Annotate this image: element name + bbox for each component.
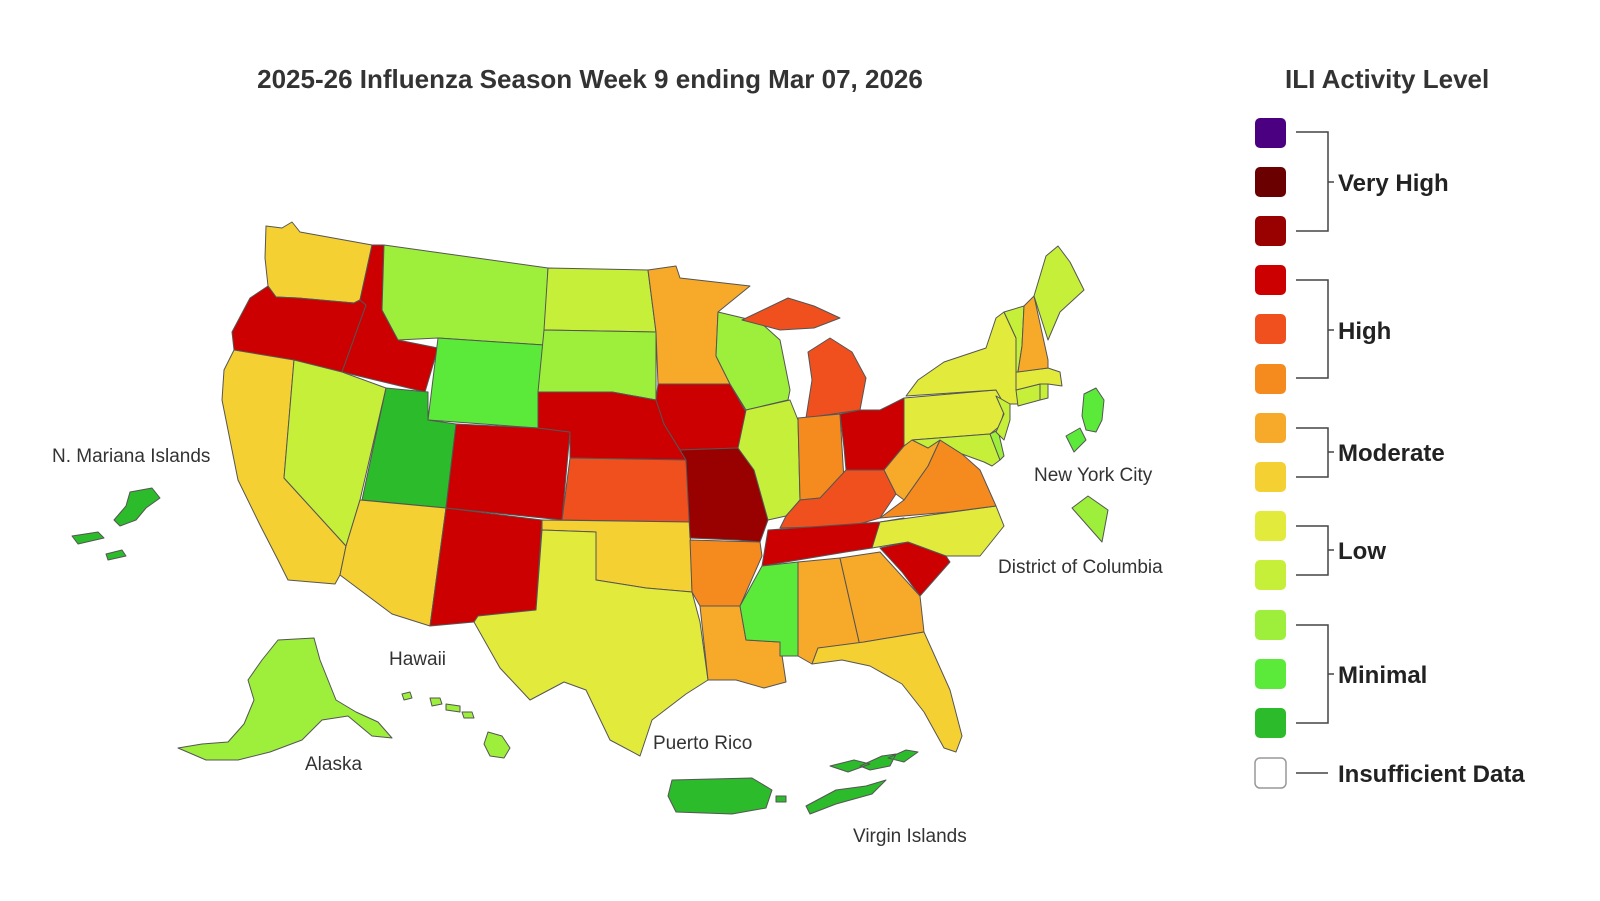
legend-label-minimal: Minimal [1338,662,1427,689]
label-n-mariana-islands: N. Mariana Islands [52,446,210,467]
legend-swatch [1255,167,1286,197]
bracket-low [1296,525,1329,576]
state-delaware[interactable] [989,429,1005,461]
state-maine[interactable] [1033,245,1085,341]
bracket-high [1296,279,1329,379]
legend-swatch [1255,265,1286,295]
bracket-minimal [1296,624,1329,724]
region-puerto-rico[interactable] [667,777,787,815]
region-virgin-islands[interactable] [805,749,919,815]
us-map: N. Mariana Islands Hawaii Alaska Puerto … [52,221,1163,847]
legend-label-moderate: Moderate [1338,440,1445,467]
state-michigan[interactable] [805,337,867,419]
label-new-york-city: New York City [1034,465,1153,486]
legend-swatch [1255,659,1286,689]
label-district-of-columbia: District of Columbia [998,557,1163,578]
legend-label-low: Low [1338,538,1386,565]
state-new-jersey[interactable] [995,395,1011,441]
label-puerto-rico: Puerto Rico [653,733,752,754]
legend-swatch [1255,216,1286,246]
legend-brackets [1296,131,1334,774]
legend-swatch [1255,413,1286,443]
legend-swatch [1255,511,1286,541]
region-new-york-city[interactable] [1065,387,1105,453]
legend-label-insufficient-data: Insufficient Data [1338,761,1525,788]
label-alaska: Alaska [305,754,362,775]
label-virgin-islands: Virgin Islands [853,826,967,847]
region-n-mariana-islands[interactable] [71,487,161,561]
legend-swatch [1255,610,1286,640]
legend-swatches [1254,118,1287,789]
legend-swatch [1255,118,1286,148]
region-district-of-columbia[interactable] [1071,495,1109,543]
region-hawaii[interactable] [401,691,511,759]
bracket-moderate [1296,427,1329,478]
legend-swatch [1255,560,1286,590]
region-alaska[interactable] [177,637,393,761]
legend-swatch [1255,708,1286,738]
map-title: 2025-26 Influenza Season Week 9 ending M… [257,64,923,94]
state-colorado[interactable] [445,423,571,521]
legend-title: ILI Activity Level [1285,64,1490,94]
legend-label-high: High [1338,318,1391,345]
label-hawaii: Hawaii [389,649,446,670]
state-north-carolina[interactable] [871,505,1005,557]
bracket-very-high [1296,131,1329,232]
legend-swatch [1254,757,1287,789]
legend-swatch [1255,462,1286,492]
legend-swatch [1255,314,1286,344]
state-michigan-up[interactable] [741,297,841,331]
legend-swatch [1255,364,1286,394]
state-florida[interactable] [811,631,963,753]
legend-label-very-high: Very High [1338,170,1449,197]
state-massachusetts[interactable] [1015,367,1063,391]
state-texas[interactable] [473,529,709,757]
